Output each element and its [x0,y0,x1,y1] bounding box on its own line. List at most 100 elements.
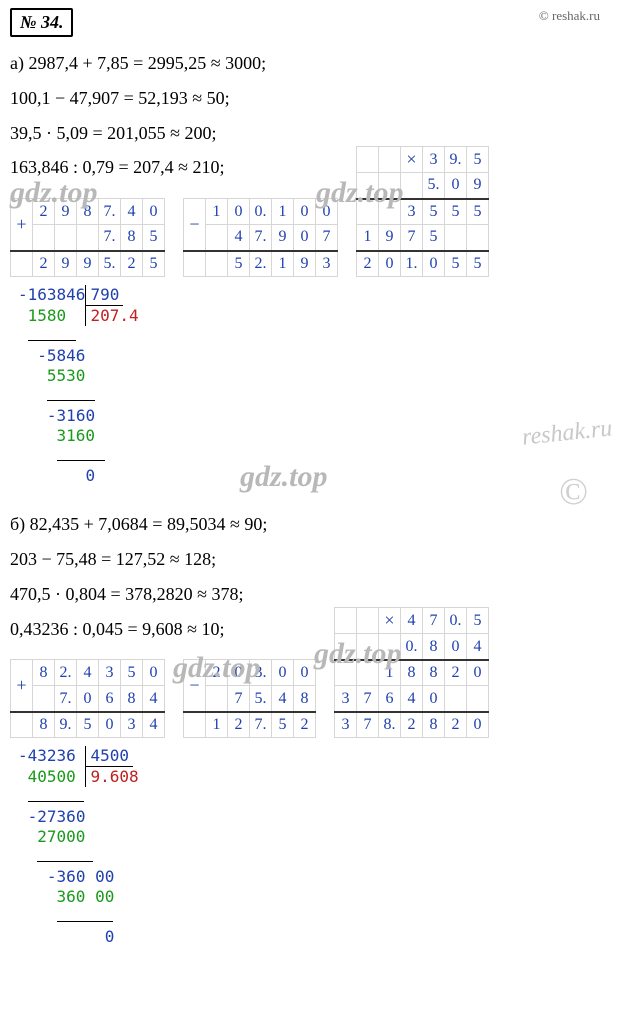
expr-b-2: 470,5 · 0,804 = 378,2820 ≈ 378; [10,580,610,609]
cell: 4 [143,686,165,712]
cell: 4 [467,634,489,660]
cell: 8 [121,225,143,251]
cell [33,225,55,251]
add-table-a: + 2 9 8 7. 4 0 7. 8 5 [10,198,165,277]
cell: 0 [77,686,99,712]
cell: 9 [55,199,77,225]
cell: 3 [121,712,143,738]
op-minus: − [184,660,206,712]
cell: 5. [99,251,121,277]
cell: 0 [143,199,165,225]
op-minus: − [184,199,206,251]
ld-bring: 5846 [47,346,86,365]
expr-a-3: 163,846 : 0,79 = 207,4 ≈ 210; [10,153,610,182]
cell: 7. [250,225,272,251]
long-division-a: -163846790 1580 207.4 -5846 5530 -3160 3… [18,285,610,486]
expr-text: 2987,4 + 7,85 = 2995,25 ≈ 3000; [28,53,266,73]
cell: 8 [33,660,55,686]
ld-sub: 27000 [37,827,85,846]
cell: 8 [33,712,55,738]
mul-table-wrap-b: gdz.top × 4 7 0. 5 0. 8 0 4 [334,659,489,738]
cell: 7 [357,686,379,712]
cell: 0 [272,660,294,686]
cell: 0 [99,712,121,738]
cell: 2 [401,712,423,738]
section-b-label: б) [10,514,25,534]
cell: 0 [294,225,316,251]
expr-b-0: б) 82,435 + 7,0684 = 89,5034 ≈ 90; [10,510,610,539]
ld-sub: 1580 [28,306,67,325]
cell [55,225,77,251]
cell: 4 [272,686,294,712]
ld-bring: 3160 [57,406,96,425]
cell: 1. [401,251,423,277]
cell: 0 [445,634,467,660]
cell: 7. [250,712,272,738]
cell: 5. [250,686,272,712]
cell: 3 [99,660,121,686]
cell: 1 [206,712,228,738]
cell: 3 [423,147,445,173]
section-b: б) 82,435 + 7,0684 = 89,5034 ≈ 90; 203 −… [0,498,620,959]
op-plus: + [11,199,33,251]
cell: 5 [423,199,445,225]
cell: 2 [445,660,467,686]
calc-tables-b: + 8 2. 4 3 5 0 7. 0 6 8 4 [10,659,610,738]
add-table-wrap-b: + 8 2. 4 3 5 0 7. 0 6 8 4 [10,659,165,738]
cell: 2 [294,712,316,738]
cell: 7. [99,199,121,225]
cell: 7 [316,225,338,251]
cell: 3 [335,686,357,712]
cell: 2 [445,712,467,738]
cell: 5 [143,225,165,251]
cell: 0 [228,199,250,225]
calc-tables-a: gdz.top + 2 9 8 7. 4 0 7. 8 5 [10,198,610,277]
cell: 0 [467,712,489,738]
cell: 3 [401,199,423,225]
cell: 1 [272,251,294,277]
cell: 0. [445,608,467,634]
sub-table-b: − 2 0 3. 0 0 7 5. 4 8 1 2 [183,659,316,738]
cell: 7 [357,712,379,738]
cell: 9. [55,712,77,738]
cell: 0 [228,660,250,686]
expr-b-1: 203 − 75,48 = 127,52 ≈ 128; [10,545,610,574]
cell: 2. [250,251,272,277]
cell: 2 [33,251,55,277]
cell: 0. [401,634,423,660]
cell: 5 [272,712,294,738]
cell: 5 [77,712,99,738]
expr-a-1: 100,1 − 47,907 = 52,193 ≈ 50; [10,84,610,113]
cell: 2 [206,660,228,686]
cell: 5 [467,199,489,225]
ld-sub: 5530 [47,366,86,385]
ld-bring: 0 [85,466,95,485]
cell: 7 [228,686,250,712]
ld-divisor: 790 [85,285,123,306]
cell: 8 [423,660,445,686]
add-table-b: + 8 2. 4 3 5 0 7. 0 6 8 4 [10,659,165,738]
ld-dividend: 163846 [28,285,86,304]
cell: 4 [401,686,423,712]
expr-a-2: 39,5 · 5,09 = 201,055 ≈ 200; [10,119,610,148]
op-times: × [401,147,423,173]
cell: 4 [401,608,423,634]
expr-text: 82,435 + 7,0684 = 89,5034 ≈ 90; [30,514,268,534]
cell: 6 [99,686,121,712]
cell: 0. [250,199,272,225]
expr-a-0: a) 2987,4 + 7,85 = 2995,25 ≈ 3000; [10,49,610,78]
mul-table-a: × 3 9. 5 5. 0 9 3 5 5 5 [356,146,489,277]
cell: 5 [445,251,467,277]
cell: 5 [228,251,250,277]
cell: 8 [423,712,445,738]
cell: 1 [206,199,228,225]
cell [33,686,55,712]
cell: 0 [467,660,489,686]
cell: 9 [77,251,99,277]
cell: 8 [77,199,99,225]
cell: 7 [423,608,445,634]
cell: 2 [33,199,55,225]
cell: 3 [335,712,357,738]
cell: 0 [316,199,338,225]
section-a-label: a) [10,53,24,73]
